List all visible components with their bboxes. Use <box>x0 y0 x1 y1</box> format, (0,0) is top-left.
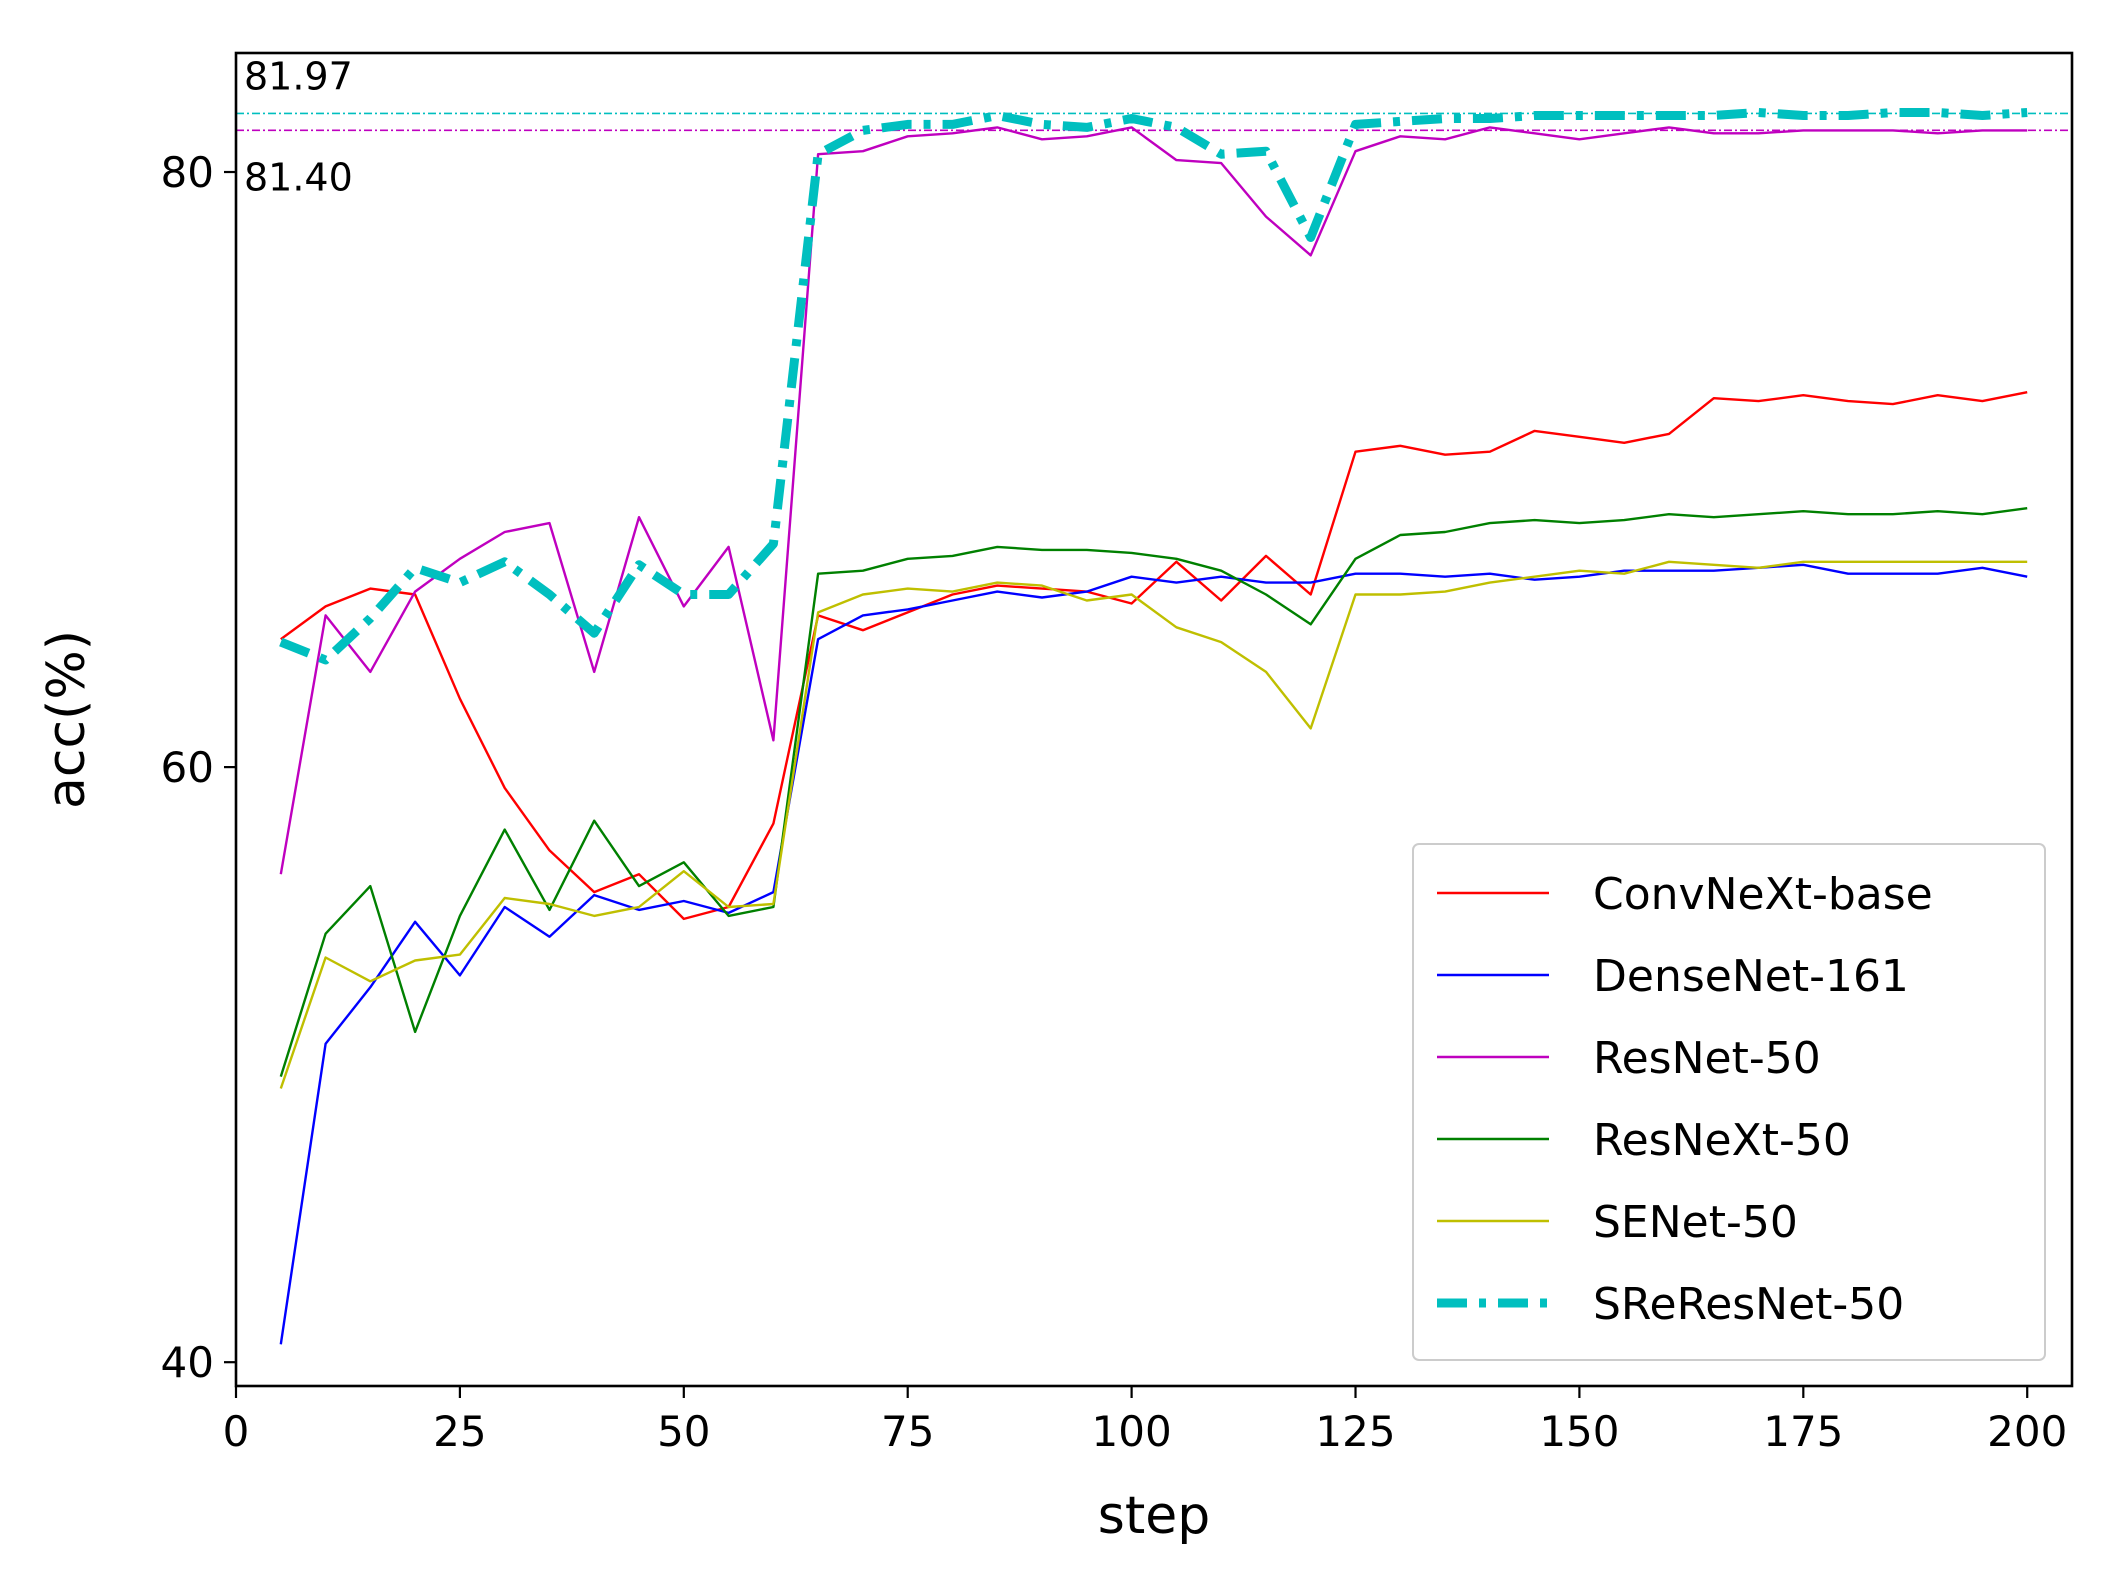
series-line-sreresnet-50 <box>279 108 2028 665</box>
x-tick-label: 0 <box>223 1407 250 1456</box>
x-tick-label: 175 <box>1763 1407 1843 1456</box>
reference-label-81-40: 81.40 <box>244 155 353 199</box>
legend-label-densenet-161: DenseNet-161 <box>1593 951 1909 1002</box>
legend-label-convnext-base: ConvNeXt-base <box>1593 869 1933 920</box>
plot-frame <box>234 51 2074 1388</box>
reference-label-81-97: 81.97 <box>244 54 353 98</box>
x-tick-label: 25 <box>433 1407 486 1456</box>
y-axis-label: acc(%) <box>37 630 97 809</box>
series-line-senet-50 <box>279 560 2028 1089</box>
series-line-resnext-50 <box>279 507 2028 1077</box>
series-line-densenet-161 <box>279 563 2028 1345</box>
x-tick-label: 100 <box>1092 1407 1172 1456</box>
legend: ConvNeXt-base DenseNet-161 ResNet-50 ResNeX… <box>1412 843 2046 1361</box>
x-tick-label: 125 <box>1315 1407 1395 1456</box>
y-tick-label: 60 <box>161 743 214 792</box>
legend-label-resnet-50: ResNet-50 <box>1593 1033 1821 1084</box>
legend-box <box>1412 843 2046 1361</box>
x-tick-label: 200 <box>1987 1407 2067 1456</box>
legend-label-resnext-50: ResNeXt-50 <box>1593 1115 1851 1166</box>
x-tick-label: 150 <box>1539 1407 1619 1456</box>
y-tick-label: 40 <box>161 1338 214 1387</box>
x-axis-label: step <box>1098 1486 1210 1546</box>
x-tick-label: 75 <box>881 1407 934 1456</box>
series-line-convnext-base <box>280 391 2028 921</box>
series-line-resnet-50 <box>279 126 2028 875</box>
legend-label-senet-50: SENet-50 <box>1593 1197 1798 1248</box>
y-tick-label: 80 <box>161 148 214 197</box>
x-tick-label: 50 <box>657 1407 710 1456</box>
legend-label-sreresnet-50: SReResNet-50 <box>1593 1279 1904 1330</box>
